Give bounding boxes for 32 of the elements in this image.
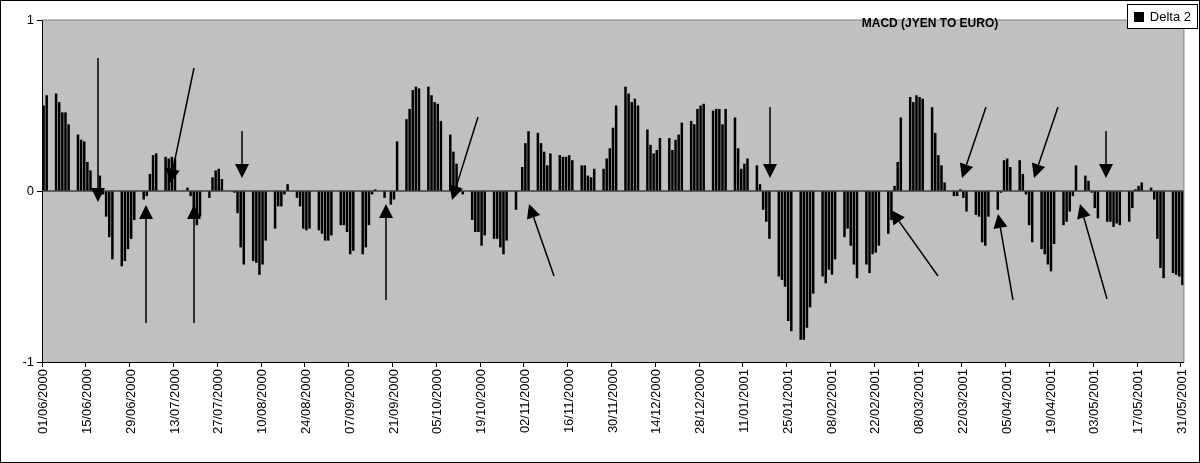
y-tick-label: 1 [26, 11, 34, 27]
x-tick-label: 14/12/2000 [648, 369, 664, 435]
x-tick-label: 08/02/2001 [823, 369, 839, 435]
x-tick-label: 25/01/2001 [779, 369, 795, 435]
x-tick-label: 08/03/2001 [911, 369, 927, 435]
legend-label: Delta 2 [1149, 9, 1191, 24]
y-tick-label: -1 [22, 353, 34, 369]
x-tick-label: 31/05/2001 [1173, 369, 1189, 435]
x-tick-label: 03/05/2001 [1086, 369, 1102, 435]
x-tick-label: 11/01/2001 [735, 369, 751, 434]
y-tick-label: 0 [26, 182, 34, 198]
x-tick-label: 17/05/2001 [1130, 369, 1146, 435]
x-tick-label: 05/04/2001 [998, 369, 1014, 435]
x-tick-label: 21/09/2000 [385, 369, 401, 435]
x-tick-label: 24/08/2000 [297, 369, 313, 435]
x-tick-label: 01/06/2000 [35, 369, 51, 435]
x-tick-label: 07/09/2000 [341, 369, 357, 435]
x-tick-label: 13/07/2000 [166, 369, 182, 435]
x-tick-label: 16/11/2000 [560, 369, 576, 434]
x-tick-label: 15/06/2000 [78, 369, 94, 435]
x-tick-label: 02/11/2000 [516, 369, 532, 434]
x-tick-label: 30/11/2000 [604, 369, 620, 434]
x-tick-label: 19/10/2000 [473, 369, 489, 435]
chart-title: MACD (JYEN TO EURO) [861, 16, 999, 30]
x-tick-label: 19/04/2001 [1042, 369, 1058, 435]
x-tick-label: 27/07/2000 [210, 369, 226, 435]
x-tick-label: 29/06/2000 [122, 369, 138, 435]
x-tick-label: 22/02/2001 [867, 369, 883, 435]
x-tick-label: 28/12/2000 [692, 369, 708, 435]
x-tick-label: 22/03/2001 [954, 369, 970, 435]
x-tick-label: 05/10/2000 [429, 369, 445, 435]
x-tick-label: 10/08/2000 [254, 369, 270, 435]
